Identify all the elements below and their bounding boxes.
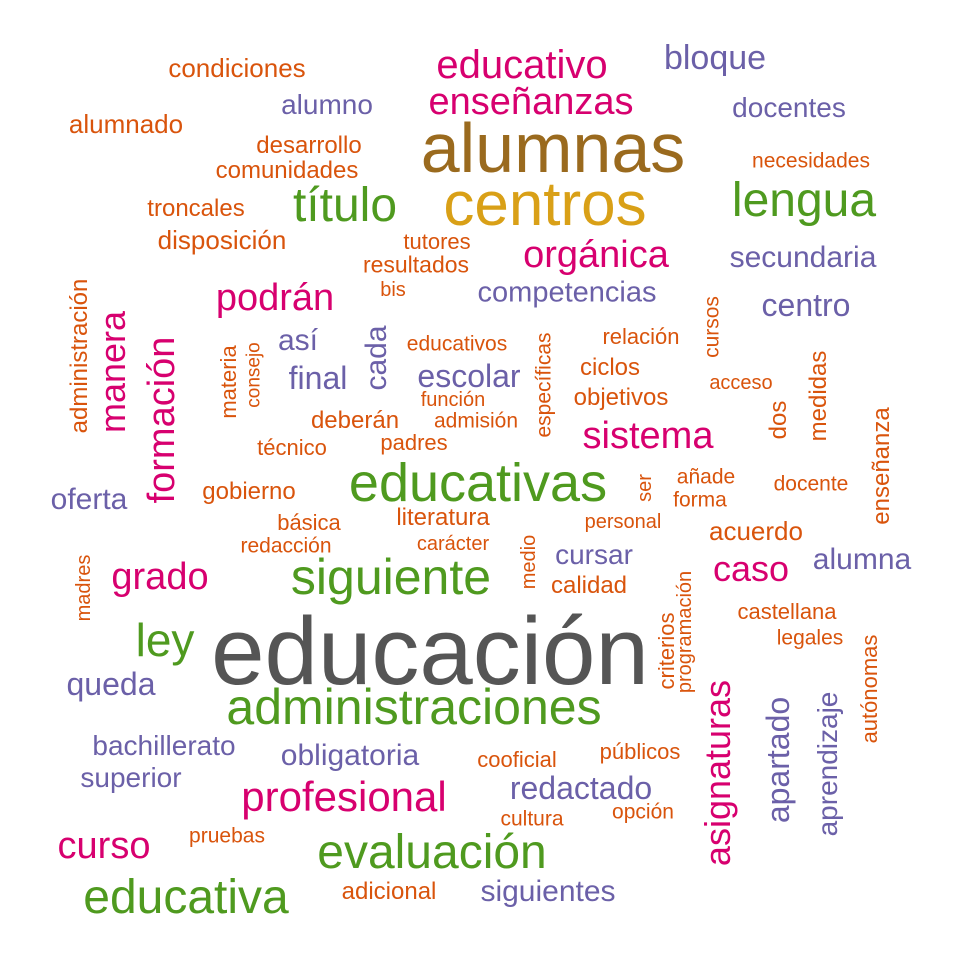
word-redaccion: redacción (240, 534, 332, 558)
word-deberan: deberán (310, 407, 400, 434)
word-sistema: sistema (582, 415, 714, 457)
word-madres: madres (73, 554, 95, 622)
word-obligatoria: obligatoria (280, 739, 420, 772)
word-pruebas: pruebas (189, 824, 265, 848)
word-especificas: específicas (532, 332, 556, 438)
word-lengua: lengua (731, 174, 877, 227)
word-adicional: adicional (341, 878, 437, 905)
word-grado: grado (111, 556, 209, 598)
word-medio: medio (518, 534, 540, 590)
word-asignaturas: asignaturas (697, 679, 738, 867)
word-programacion: programación (674, 570, 696, 694)
word-tutores: tutores (403, 229, 471, 254)
word-secundaria: secundaria (729, 241, 877, 274)
word-evaluacion: evaluación (317, 826, 547, 879)
word-gobierno: gobierno (202, 478, 296, 505)
word-alumna: alumna (812, 543, 912, 576)
word-troncales: troncales (147, 195, 245, 222)
word-publicos: públicos (599, 739, 681, 764)
word-manera: manera (92, 310, 133, 434)
word-podran: podrán (215, 277, 335, 319)
word-opcion: opción (612, 800, 674, 824)
word-cursar: cursar (555, 539, 633, 570)
word-padres: padres (380, 430, 448, 455)
word-profesional: profesional (241, 773, 447, 820)
word-apartado: apartado (760, 696, 796, 824)
word-desarrollo: desarrollo (256, 132, 362, 159)
word-ciclos: ciclos (579, 354, 641, 381)
word-administracion: administración (66, 278, 93, 434)
word-tecnico: técnico (257, 435, 327, 460)
word-materia: materia (216, 345, 241, 419)
word-bloque: bloque (663, 39, 767, 77)
word-educacion: educación (211, 598, 649, 705)
word-caracter: carácter (416, 533, 490, 555)
word-admision: admisión (433, 409, 519, 433)
word-administraciones: administraciones (226, 679, 602, 735)
word-docente: docente (773, 472, 849, 496)
word-educativos: educativos (406, 332, 508, 356)
word-ley: ley (135, 614, 195, 666)
word-autonomas: autónomas (857, 634, 882, 744)
word-ser: ser (634, 474, 656, 502)
word-castellana: castellana (737, 599, 837, 624)
word-comunidades: comunidades (215, 157, 359, 184)
word-educativa: educativa (83, 871, 289, 924)
word-anade: añade (676, 465, 736, 489)
word-siguientes: siguientes (480, 875, 616, 908)
word-alumnado: alumnado (68, 109, 184, 139)
word-funcion: función (420, 389, 486, 411)
word-resultados: resultados (362, 251, 470, 278)
word-competencias: competencias (477, 276, 657, 309)
word-legales: legales (776, 626, 844, 650)
word-caso: caso (712, 548, 790, 589)
word-final: final (288, 360, 348, 396)
word-ensenanzas: enseñanzas (428, 81, 634, 123)
word-aprendizaje: aprendizaje (812, 691, 843, 837)
word-siguiente: siguiente (290, 549, 492, 605)
word-necesidades: necesidades (752, 149, 870, 173)
word-condiciones: condiciones (168, 53, 306, 83)
word-docentes: docentes (732, 92, 846, 123)
word-cursos: cursos (700, 296, 724, 358)
word-consejo: consejo (243, 342, 265, 408)
word-bachillerato: bachillerato (92, 730, 236, 761)
word-relacion: relación (602, 324, 680, 349)
word-curso: curso (57, 825, 151, 867)
word-medidas: medidas (805, 350, 832, 442)
word-educativo: educativo (436, 43, 608, 87)
word-dos: dos (765, 400, 792, 440)
word-basica: básica (277, 510, 341, 535)
word-disposicion: disposición (157, 225, 287, 255)
word-cultura: cultura (500, 807, 564, 831)
word-alumno: alumno (281, 89, 373, 120)
word-titulo: título (292, 179, 398, 232)
word-personal: personal (584, 511, 662, 533)
word-literatura: literatura (396, 504, 490, 531)
word-bis: bis (380, 279, 406, 301)
word-ensenanza: enseñanza (868, 407, 895, 525)
word-cooficial: cooficial (477, 747, 557, 772)
word-alumnas: alumnas (420, 109, 686, 187)
word-organica: orgánica (523, 234, 669, 276)
word-centros: centros (443, 170, 647, 239)
word-educativas: educativas (348, 453, 608, 513)
word-acuerdo: acuerdo (709, 516, 803, 546)
word-superior: superior (80, 762, 182, 793)
word-calidad: calidad (550, 572, 628, 599)
word-redactado: redactado (509, 770, 653, 806)
word-acceso: acceso (709, 372, 773, 394)
word-forma: forma (673, 488, 727, 512)
word-objetivos: objetivos (573, 384, 669, 411)
word-formacion: formación (141, 336, 183, 504)
word-queda: queda (66, 666, 156, 702)
word-escolar: escolar (417, 358, 521, 394)
word-oferta: oferta (50, 483, 128, 516)
word-cada: cada (360, 325, 393, 391)
word-centro: centro (761, 287, 851, 323)
word-asi: así (277, 324, 319, 357)
